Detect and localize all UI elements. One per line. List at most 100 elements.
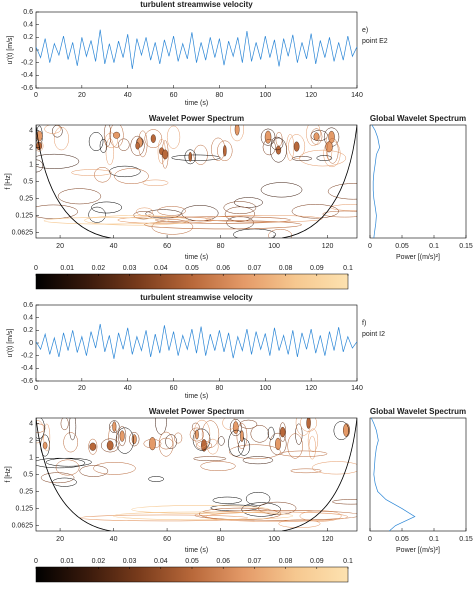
contour-band: [205, 215, 323, 223]
contour-level: [200, 461, 236, 472]
contour-level: [158, 431, 174, 457]
contour-band: [43, 217, 170, 225]
contour-level: [36, 420, 45, 444]
contour-level: [99, 138, 108, 153]
contour-level: [228, 444, 281, 460]
contour-peak: [234, 125, 240, 136]
y-tick-label: 0.25: [19, 488, 33, 495]
contour-level: [93, 462, 136, 475]
contour-level: [268, 229, 293, 238]
contour-peak: [149, 437, 156, 451]
x-tick-label: 40: [110, 536, 118, 543]
contour-level: [299, 149, 347, 167]
colorbar-tick-label: 0: [34, 265, 38, 272]
y-tick-label: 2: [29, 437, 33, 444]
contour-peak: [135, 142, 140, 150]
chart-title: Global Wavelet Spectrum: [370, 114, 466, 123]
colorbar-tick-label: 0.02: [92, 265, 106, 272]
colorbar-tick-label: 0.09: [310, 265, 324, 272]
colorbar-tick-label: 0.07: [248, 265, 262, 272]
x-tick-label: 140: [351, 385, 363, 392]
chart-title: Global Wavelet Spectrum: [370, 407, 466, 416]
contour-level: [109, 420, 120, 433]
x-tick-label: 0: [34, 92, 38, 99]
annotation: point E2: [362, 38, 388, 45]
contour-peak: [279, 426, 286, 438]
x-tick-label: 60: [163, 536, 171, 543]
contour-level: [184, 149, 197, 165]
contour-level: [239, 419, 258, 429]
contour-level: [237, 438, 251, 456]
cone-of-influence: [36, 418, 357, 531]
contour-level: [161, 140, 169, 169]
y-tick-label: 4: [29, 127, 33, 134]
contour-level: [299, 510, 342, 522]
data-line: [35, 323, 358, 359]
x-tick-label: 100: [268, 536, 280, 543]
contour-level: [155, 418, 167, 435]
contour-level: [270, 136, 284, 151]
colorbar-tick-label: 0: [34, 558, 38, 565]
contour-peak: [275, 145, 282, 155]
contour-level: [233, 228, 277, 238]
annotation: point I2: [362, 331, 385, 338]
contour-band: [84, 215, 189, 226]
contour-level: [270, 137, 287, 163]
data-line: [35, 29, 358, 70]
contour-peak: [89, 442, 97, 451]
contour-level: [316, 155, 333, 161]
contour-level: [36, 159, 44, 173]
contour-peak: [264, 130, 272, 144]
contour-peak: [293, 141, 300, 152]
contour-level: [44, 125, 62, 134]
contour-level: [223, 201, 257, 215]
contour-peak: [240, 430, 244, 442]
y-tick-label: 2: [29, 144, 33, 151]
contour-level: [308, 435, 316, 460]
contour-peak: [313, 132, 320, 141]
x-axis-label: Power [(m/s)²]: [396, 254, 440, 261]
contour-level: [300, 418, 317, 432]
contour-level: [148, 476, 164, 482]
y-axis-label: u'(t) [m/s]: [7, 328, 14, 357]
contour-level: [171, 154, 221, 161]
colorbar-tick-label: 0.06: [216, 265, 230, 272]
contour-field: [36, 125, 357, 238]
contour-level: [333, 421, 349, 440]
chart-title: turbulent streamwise velocity: [140, 293, 253, 302]
contour-level: [290, 468, 322, 474]
contour-level: [79, 465, 109, 477]
contour-level: [142, 179, 169, 187]
y-tick-label: -0.6: [21, 85, 33, 92]
x-tick-label: 0: [34, 385, 38, 392]
x-tick-label: 0: [368, 536, 372, 543]
x-tick-label: 100: [259, 385, 271, 392]
contour-level: [291, 204, 339, 219]
y-tick-label: 0.0625: [12, 522, 34, 529]
contour-level: [36, 457, 86, 469]
x-axis-label: time (s): [185, 254, 208, 261]
contour-level: [69, 418, 77, 441]
contour-level: [118, 138, 130, 151]
x-tick-label: 40: [124, 385, 132, 392]
plot-frame: [35, 304, 358, 382]
contour-peak: [150, 134, 156, 143]
contour-peak: [162, 149, 169, 160]
y-axis-label: u'(t) [m/s]: [7, 35, 14, 64]
contour-level: [327, 183, 357, 200]
colorbar-tick-label: 0.1: [343, 558, 353, 565]
contour-band: [205, 511, 348, 522]
contour-level: [157, 206, 186, 216]
colorbar-tick-label: 0.07: [248, 558, 262, 565]
contour-peak: [201, 439, 207, 452]
spectrum-line: [371, 124, 380, 239]
contour-level: [91, 201, 123, 214]
cone-of-influence: [36, 125, 357, 238]
contour-level: [40, 472, 75, 484]
contour-level: [234, 197, 263, 208]
y-tick-label: 0: [29, 47, 33, 54]
x-tick-label: 0.15: [459, 243, 473, 250]
y-tick-label: -0.4: [21, 365, 33, 372]
colorbar-tick-label: 0.01: [60, 558, 74, 565]
